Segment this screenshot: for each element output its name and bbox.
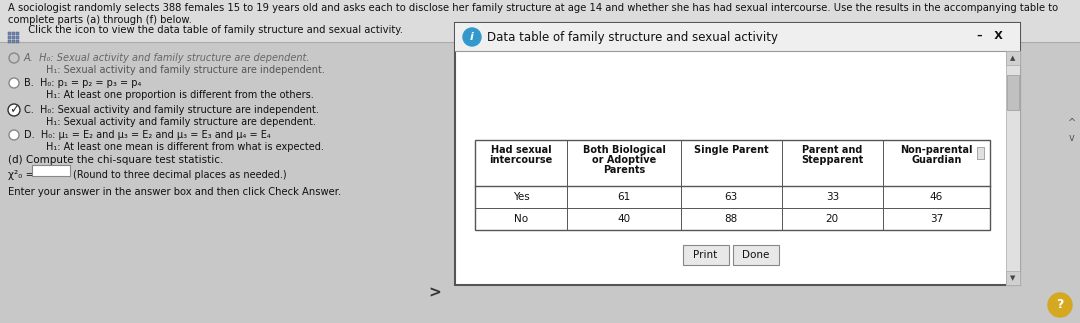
Text: Yes: Yes	[513, 192, 529, 202]
FancyBboxPatch shape	[475, 140, 990, 230]
Text: Parent and: Parent and	[802, 145, 863, 155]
Text: intercourse: intercourse	[489, 155, 553, 165]
Text: –   X: – X	[977, 31, 1003, 41]
Text: 46: 46	[930, 192, 943, 202]
FancyBboxPatch shape	[732, 245, 779, 265]
FancyBboxPatch shape	[16, 32, 19, 35]
FancyBboxPatch shape	[8, 40, 11, 43]
Text: Had sexual: Had sexual	[491, 145, 552, 155]
FancyBboxPatch shape	[977, 147, 984, 159]
Circle shape	[9, 53, 19, 63]
FancyBboxPatch shape	[8, 36, 11, 39]
Text: Data table of family structure and sexual activity: Data table of family structure and sexua…	[487, 30, 778, 44]
Text: Non-parental: Non-parental	[900, 145, 973, 155]
Text: (Round to three decimal places as needed.): (Round to three decimal places as needed…	[73, 170, 286, 180]
FancyBboxPatch shape	[8, 32, 11, 35]
Text: 88: 88	[725, 214, 738, 224]
FancyBboxPatch shape	[1005, 271, 1020, 285]
Circle shape	[9, 130, 19, 140]
Text: 33: 33	[826, 192, 839, 202]
FancyBboxPatch shape	[32, 165, 70, 176]
Text: D.  H₀: μ₁ = E₂ and μ₃ = E₂ and μ₃ = E₃ and μ₄ = E₄: D. H₀: μ₁ = E₂ and μ₃ = E₂ and μ₃ = E₃ a…	[24, 130, 271, 140]
FancyBboxPatch shape	[1005, 51, 1020, 285]
Text: A sociologist randomly selects 388 females 15 to 19 years old and asks each to d: A sociologist randomly selects 388 femal…	[8, 3, 1058, 13]
Text: Done: Done	[742, 250, 769, 260]
FancyBboxPatch shape	[12, 32, 15, 35]
Text: 61: 61	[618, 192, 631, 202]
Circle shape	[463, 28, 481, 46]
Text: C.  H₀: Sexual activity and family structure are independent.: C. H₀: Sexual activity and family struct…	[24, 105, 319, 115]
Text: ▲: ▲	[1010, 55, 1015, 61]
FancyBboxPatch shape	[683, 245, 729, 265]
Text: (d) Compute the chi-square test statistic.: (d) Compute the chi-square test statisti…	[8, 155, 224, 165]
Text: i: i	[470, 32, 474, 42]
Text: H₁: At least one proportion is different from the others.: H₁: At least one proportion is different…	[46, 90, 314, 100]
Text: H₁: Sexual activity and family structure are dependent.: H₁: Sexual activity and family structure…	[46, 117, 315, 127]
FancyBboxPatch shape	[1007, 75, 1020, 110]
FancyBboxPatch shape	[1005, 51, 1020, 65]
Text: ^: ^	[1068, 118, 1076, 128]
Text: Click the icon to view the data table of family structure and sexual activity.: Click the icon to view the data table of…	[22, 25, 403, 35]
Text: v: v	[1069, 133, 1075, 143]
Text: χ²₀ =: χ²₀ =	[8, 170, 35, 180]
Text: 37: 37	[930, 214, 943, 224]
FancyBboxPatch shape	[16, 36, 19, 39]
Text: Both Biological: Both Biological	[582, 145, 665, 155]
FancyBboxPatch shape	[0, 0, 1080, 43]
Text: Enter your answer in the answer box and then click Check Answer.: Enter your answer in the answer box and …	[8, 187, 341, 197]
Text: >: >	[429, 286, 442, 300]
Text: A.  H₀: Sexual activity and family structure are dependent.: A. H₀: Sexual activity and family struct…	[24, 53, 311, 63]
Text: Guardian: Guardian	[912, 155, 961, 165]
Text: Single Parent: Single Parent	[694, 145, 769, 155]
Text: ?: ?	[1056, 298, 1064, 311]
Text: ▼: ▼	[1010, 275, 1015, 281]
Text: H₁: Sexual activity and family structure are independent.: H₁: Sexual activity and family structure…	[46, 65, 325, 75]
FancyBboxPatch shape	[455, 23, 1020, 51]
FancyBboxPatch shape	[16, 40, 19, 43]
Text: Print: Print	[693, 250, 717, 260]
Text: B.  H₀: p₁ = p₂ = p₃ = p₄: B. H₀: p₁ = p₂ = p₃ = p₄	[24, 78, 141, 88]
FancyBboxPatch shape	[12, 36, 15, 39]
Text: 63: 63	[725, 192, 738, 202]
FancyBboxPatch shape	[12, 40, 15, 43]
Text: 40: 40	[618, 214, 631, 224]
Circle shape	[9, 78, 19, 88]
Text: ✓: ✓	[9, 103, 19, 117]
Text: complete parts (a) through (f) below.: complete parts (a) through (f) below.	[8, 15, 192, 25]
Text: H₁: At least one mean is different from what is expected.: H₁: At least one mean is different from …	[46, 142, 324, 152]
Text: 20: 20	[826, 214, 839, 224]
Text: Parents: Parents	[603, 165, 645, 175]
Circle shape	[8, 104, 21, 116]
FancyBboxPatch shape	[455, 23, 1020, 285]
Text: No: No	[514, 214, 528, 224]
Text: Stepparent: Stepparent	[801, 155, 863, 165]
Circle shape	[1048, 293, 1072, 317]
Text: or Adoptive: or Adoptive	[592, 155, 657, 165]
